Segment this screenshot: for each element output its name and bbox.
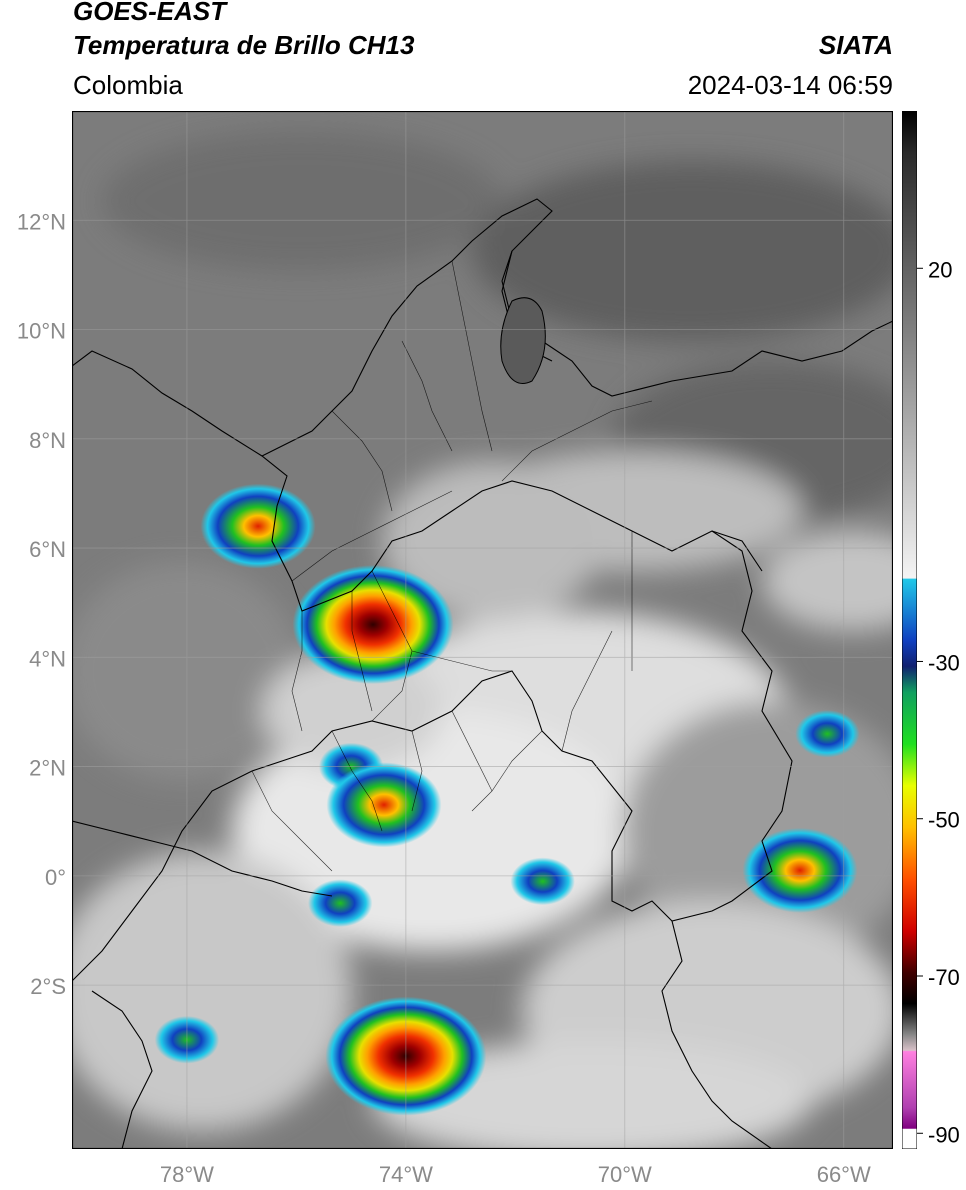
department-borders — [251, 260, 653, 872]
lake-maracaibo — [500, 297, 546, 384]
lat-tick-label: 10°N — [17, 319, 66, 344]
colorbar — [902, 111, 917, 1149]
lat-tick-label: 4°N — [29, 646, 66, 671]
lat-tick-label: 12°N — [17, 209, 66, 234]
storm-cell — [307, 879, 373, 927]
storm-cell — [742, 827, 858, 913]
grid-lines — [72, 111, 893, 1149]
lat-tick-label: 6°N — [29, 537, 66, 562]
storm-cell — [795, 710, 860, 758]
satellite-title: GOES-EAST — [73, 0, 227, 26]
region-label: Colombia — [73, 70, 183, 100]
lat-tick-label: 0° — [45, 865, 66, 890]
colorbar-tick-label: 20 — [928, 257, 952, 282]
colorbar-tick-label: -30 — [928, 650, 960, 675]
lat-tick-label: 8°N — [29, 428, 66, 453]
lon-tick-label: 70°W — [598, 1162, 652, 1187]
lon-tick-label: 78°W — [160, 1162, 214, 1187]
product-title: Temperatura de Brillo CH13 — [73, 30, 415, 60]
latitude-axis: 12°N 10°N 8°N 6°N 4°N 2°N 0° 2°S — [17, 209, 66, 999]
colorbar-ticks: 20 -30 -50 -70 -90 — [917, 257, 960, 1147]
lon-tick-label: 66°W — [817, 1162, 871, 1187]
colorbar-tick-label: -50 — [928, 808, 960, 833]
storm-cell — [326, 762, 442, 848]
storm-cell — [292, 565, 454, 685]
colorbar-tick-label: -90 — [928, 1122, 960, 1147]
map-frame — [72, 111, 893, 1149]
lat-tick-label: 2°N — [29, 756, 66, 781]
timestamp-label: 2024-03-14 06:59 — [687, 70, 893, 100]
lat-tick-label: 2°S — [30, 974, 66, 999]
storm-cell — [200, 483, 316, 569]
brand-label: SIATA — [818, 30, 893, 60]
longitude-axis: 78°W 74°W 70°W 66°W — [160, 1162, 871, 1187]
satellite-map — [72, 111, 893, 1149]
lon-tick-label: 74°W — [379, 1162, 433, 1187]
colorbar-tick-label: -70 — [928, 965, 960, 990]
storm-cell — [510, 857, 575, 906]
